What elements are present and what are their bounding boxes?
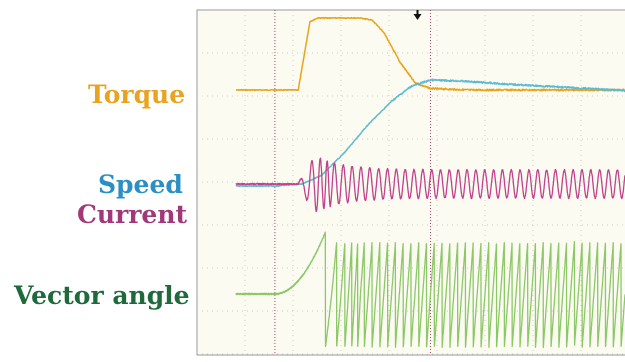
trigger-arrow-icon [413,10,422,20]
cursor-markers [274,10,431,355]
series-label-vector-angle: Vector angle [14,281,190,310]
signal-traces [235,16,625,349]
trace-speed [235,78,625,188]
series-label-torque: Torque [88,80,186,109]
trace-torque [235,16,625,92]
trace-vector-angle [235,231,625,349]
series-label-current: Current [77,200,188,229]
series-label-speed: Speed [98,170,183,199]
trace-current [235,157,625,213]
